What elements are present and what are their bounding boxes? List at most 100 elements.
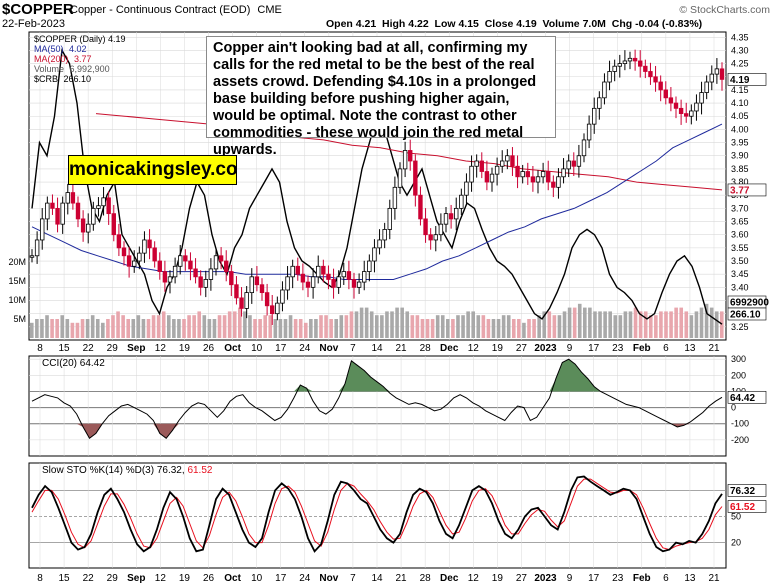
cci-title: CCI(20) 64.42	[42, 358, 105, 369]
volume-bar	[359, 307, 364, 338]
volume-bar	[562, 311, 567, 338]
x-tick-label-bottom: 27	[516, 573, 528, 584]
volume-bar	[496, 319, 501, 338]
candle-body	[70, 192, 76, 204]
x-tick-label-top: 29	[107, 343, 119, 354]
candle-body	[592, 107, 597, 125]
legend-title: $COPPER (Daily) 4.19	[34, 34, 126, 44]
candle-body	[489, 173, 495, 183]
legend-ma200-name: MA(200)	[34, 54, 69, 64]
volume-bar	[314, 319, 318, 338]
candle-body	[116, 234, 122, 249]
x-tick-label-bottom: Feb	[633, 573, 651, 584]
candle-body	[96, 205, 101, 209]
candle-body	[469, 165, 474, 183]
volume-bar	[364, 307, 369, 338]
candle-body	[218, 255, 224, 262]
volume-bar	[654, 315, 658, 338]
candle-body	[643, 65, 648, 72]
volume-bar	[55, 319, 59, 338]
volume-bar	[243, 311, 247, 338]
last-price-label: 4.19	[730, 75, 750, 86]
price-tick-label: 3.80	[731, 177, 749, 187]
cci-tick-label: -200	[731, 435, 749, 445]
volume-bar	[339, 315, 344, 338]
volume-bar	[679, 307, 684, 338]
candle-body	[520, 171, 525, 178]
volume-bar	[593, 311, 597, 338]
candle-body	[525, 171, 530, 178]
candle-body	[213, 255, 219, 270]
x-tick-label-top: Nov	[319, 343, 338, 354]
candle-body	[377, 239, 382, 249]
stoch-tick-label: 20	[731, 538, 741, 548]
legend-crb-name: $CRB	[34, 74, 58, 84]
candle-body	[428, 234, 433, 241]
annotation-box: Copper ain't looking bad at all, confirm…	[206, 36, 556, 158]
legend-crb-value: 266.10	[64, 74, 92, 84]
candle-body	[648, 71, 653, 78]
volume-bar	[588, 307, 592, 338]
candle-body	[178, 255, 183, 267]
volume-bar	[60, 315, 65, 338]
x-tick-label-bottom: 9	[567, 573, 573, 584]
volume-bar	[709, 307, 714, 338]
x-tick-label-bottom: 13	[684, 573, 696, 584]
candle-body	[362, 271, 367, 283]
x-tick-label-bottom: 2023	[534, 573, 557, 584]
volume-bar	[405, 311, 410, 338]
candle-body	[443, 213, 449, 225]
candle-body	[668, 97, 674, 104]
candle-body	[576, 155, 582, 167]
x-tick-label-top: 12	[468, 343, 480, 354]
x-tick-label-bottom: 17	[275, 573, 287, 584]
last-crb-label: 266.10	[730, 310, 761, 321]
watermark: © StockCharts.com	[679, 4, 770, 16]
legend-volume-name: Volume	[34, 64, 64, 74]
candle-body	[234, 284, 239, 299]
candle-body	[208, 268, 214, 280]
x-tick-label-bottom: 21	[708, 573, 720, 584]
candle-body	[474, 160, 479, 167]
x-tick-label-bottom: 23	[612, 573, 624, 584]
candle-body	[673, 102, 679, 109]
volume-bar	[583, 307, 587, 338]
legend-ma50-value: 4.02	[69, 44, 87, 54]
volume-bar	[400, 307, 404, 338]
candle-body	[193, 268, 198, 278]
candle-body	[571, 160, 576, 167]
volume-bar	[410, 315, 415, 338]
chart-date: 22-Feb-2023	[2, 18, 65, 30]
legend-volume-value: 6,992,900	[70, 64, 110, 74]
x-tick-label-top: 7	[350, 343, 356, 354]
candle-body	[561, 168, 566, 178]
price-tick-label: 4.30	[731, 45, 749, 55]
stoch-title: Slow STO %K(14) %D(3) 76.32, 61.52	[42, 465, 213, 476]
candle-body	[372, 247, 377, 262]
candle-body	[290, 265, 295, 278]
last-volume-label: 6992900	[730, 298, 769, 309]
candle-body	[448, 213, 454, 220]
volume-bar	[522, 322, 526, 338]
ohlc-summary: Open 4.21 High 4.22 Low 4.15 Close 4.19 …	[326, 18, 702, 30]
volume-bar	[491, 319, 496, 338]
candle-body	[627, 57, 633, 62]
volume-bar	[501, 315, 506, 338]
volume-bar	[238, 307, 242, 338]
stoch-d-last-label: 61.52	[730, 502, 755, 513]
last-ma200-label: 3.77	[730, 185, 750, 196]
volume-bar	[714, 311, 719, 338]
candle-body	[326, 273, 331, 280]
volume-bar	[334, 319, 339, 338]
candle-body	[244, 292, 249, 309]
candle-body	[540, 171, 546, 178]
stoch-tick-label: 50	[731, 512, 741, 522]
volume-bar	[288, 315, 293, 338]
volume-bar	[202, 315, 207, 338]
volume-bar	[126, 319, 130, 338]
volume-bar	[197, 311, 202, 338]
volume-bar	[618, 315, 623, 338]
volume-bar	[506, 315, 511, 338]
legend-crb: $CRB 266.10	[34, 74, 91, 84]
x-tick-label-bottom: Sep	[127, 573, 145, 584]
